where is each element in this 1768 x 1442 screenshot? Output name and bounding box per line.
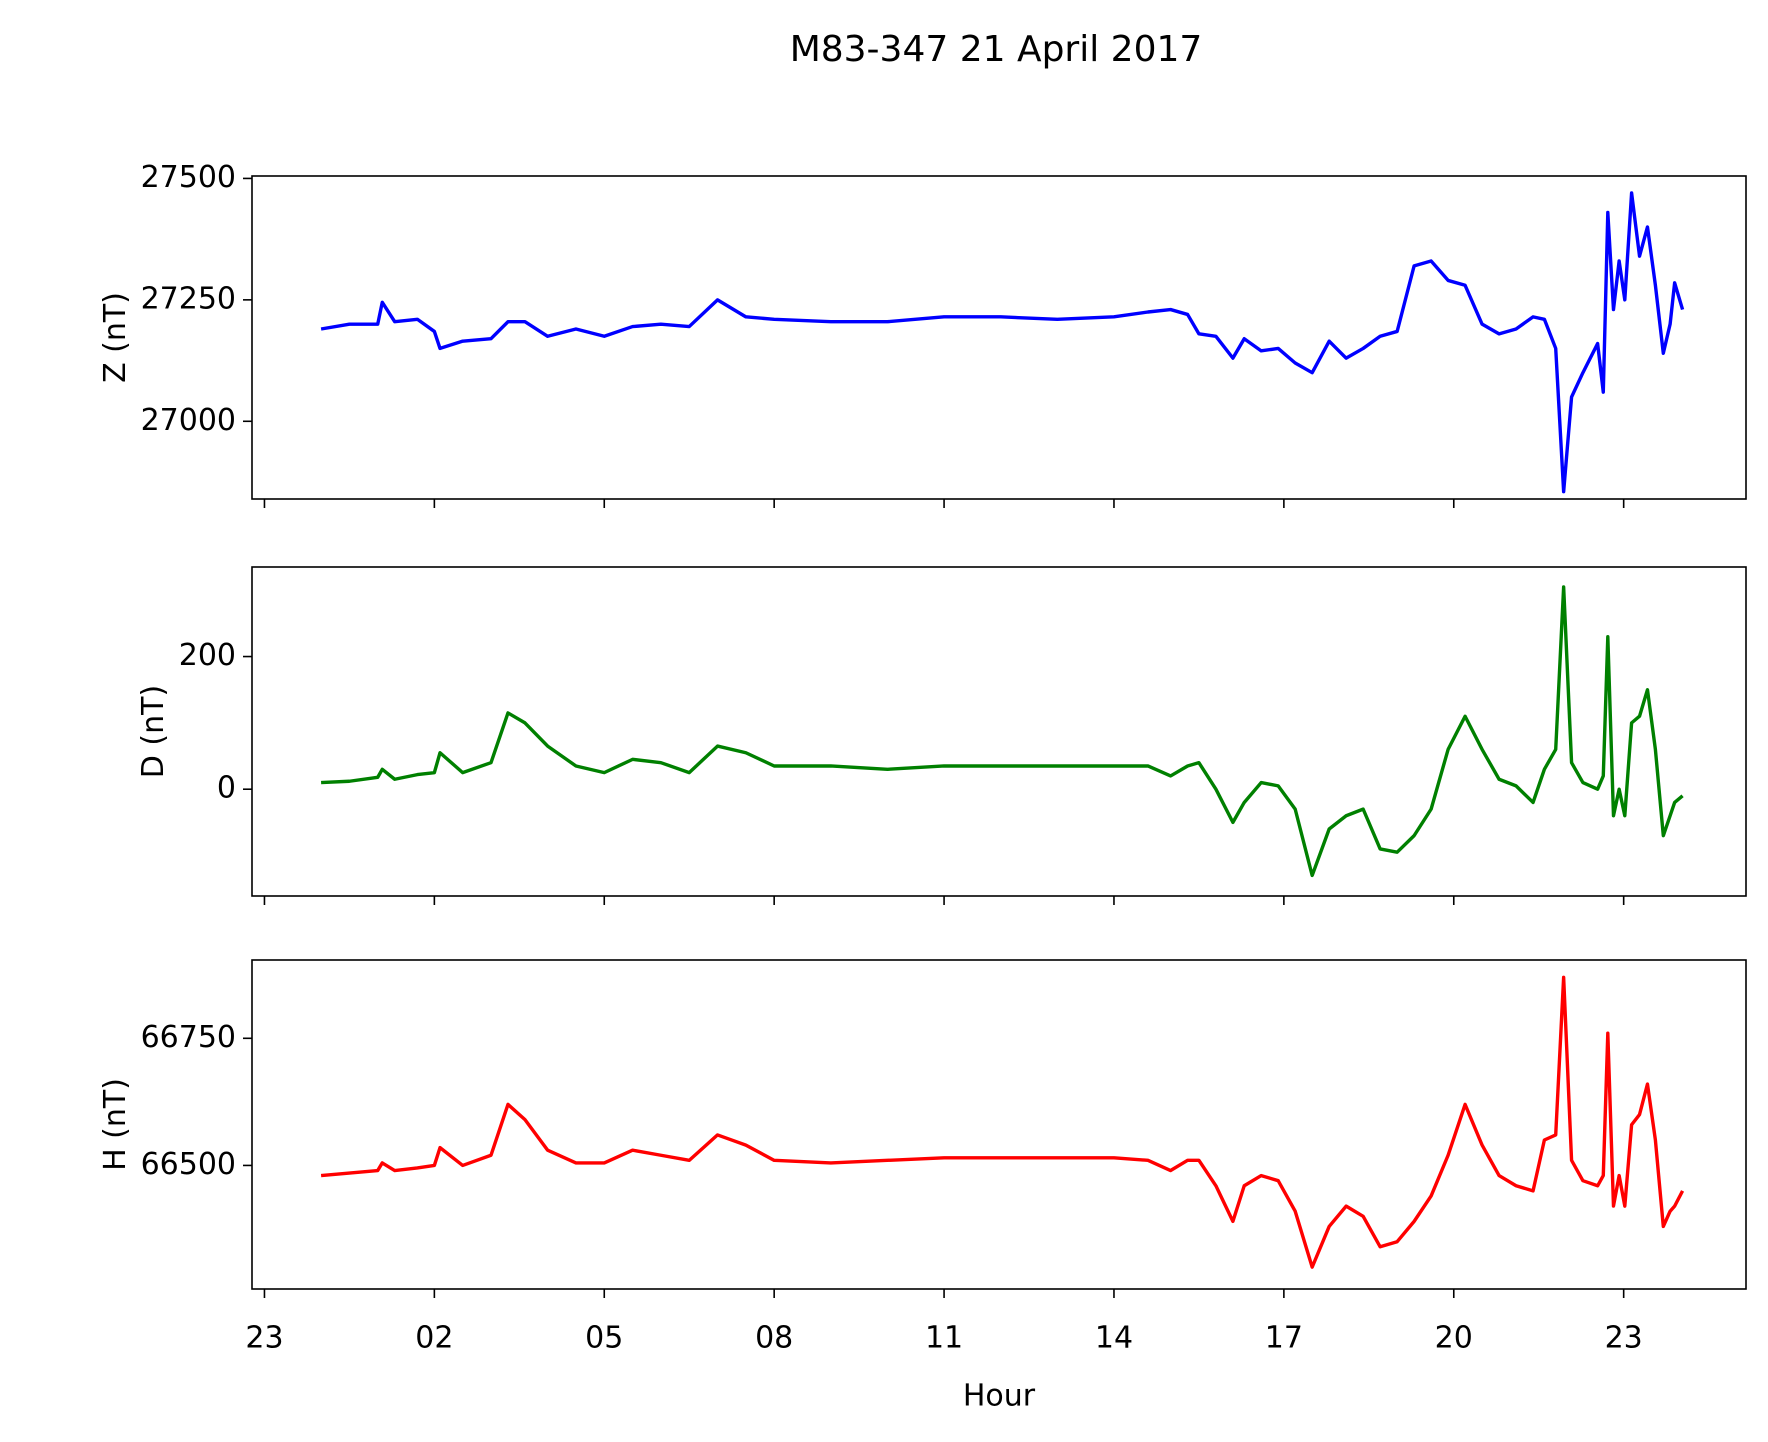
x-tick-label: 05 [585, 1321, 623, 1356]
data-line [321, 585, 1684, 878]
y-tick-label: 66500 [141, 1147, 236, 1182]
plot-frame [251, 959, 1747, 1290]
y-axis-label: H (nT) [98, 1078, 133, 1171]
y-axis-label: Z (nT) [98, 292, 133, 383]
x-tick-label: 23 [245, 1321, 283, 1356]
x-tick-label: 11 [925, 1321, 963, 1356]
data-line [320, 191, 1685, 494]
y-tick-label: 27500 [141, 160, 236, 195]
y-tick-label: 27000 [141, 403, 236, 438]
x-tick-label: 08 [755, 1321, 793, 1356]
plot-frame [251, 566, 1747, 897]
x-tick-label: 14 [1095, 1321, 1133, 1356]
x-tick-label: 17 [1265, 1321, 1303, 1356]
x-tick-label: 02 [415, 1321, 453, 1356]
y-tick-label: 0 [217, 771, 236, 806]
plot-frame [251, 175, 1747, 500]
y-tick-label: 27250 [141, 281, 236, 316]
y-tick-label: 66750 [141, 1020, 236, 1055]
x-axis-label: Hour [963, 1379, 1036, 1414]
x-tick-label: 23 [1605, 1321, 1643, 1356]
x-tick-label: 20 [1435, 1321, 1473, 1356]
data-line [320, 975, 1685, 1269]
chart-title: M83-347 21 April 2017 [790, 29, 1203, 70]
y-axis-label: D (nT) [136, 685, 171, 778]
y-tick-label: 200 [179, 638, 236, 673]
